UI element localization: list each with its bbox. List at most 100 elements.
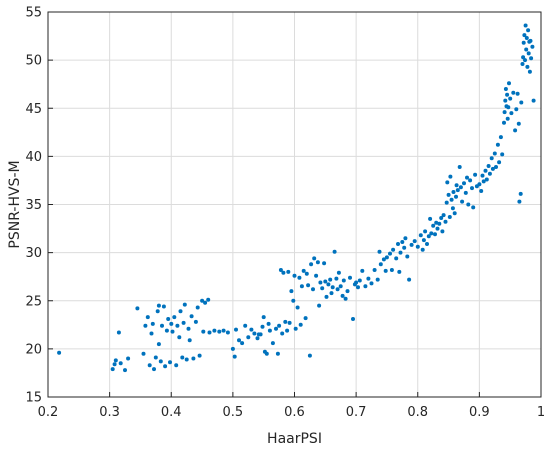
data-point: [180, 355, 185, 360]
data-point: [170, 329, 175, 334]
y-tick-label: 55: [25, 6, 42, 21]
data-point: [522, 33, 527, 38]
data-point: [531, 98, 536, 103]
data-point: [299, 284, 304, 289]
data-point: [381, 257, 386, 262]
data-point: [521, 40, 526, 45]
data-point: [494, 165, 498, 169]
data-point: [163, 364, 168, 369]
data-point: [454, 183, 459, 188]
data-point: [470, 186, 474, 191]
data-point: [509, 111, 514, 116]
data-point: [528, 38, 533, 43]
data-point: [487, 171, 492, 176]
data-point: [497, 160, 502, 165]
data-point: [286, 269, 291, 274]
y-tick-label: 20: [25, 342, 42, 357]
data-point: [311, 287, 315, 292]
data-point: [463, 190, 468, 195]
data-point: [203, 300, 208, 305]
data-point: [348, 275, 352, 280]
data-point: [57, 350, 62, 355]
data-point: [520, 62, 525, 66]
data-point: [421, 238, 426, 243]
data-point: [304, 271, 309, 276]
data-point: [225, 330, 230, 335]
data-point: [335, 287, 340, 292]
data-point: [405, 254, 410, 259]
data-point: [336, 270, 341, 275]
data-point: [498, 135, 503, 140]
data-point: [418, 233, 423, 238]
data-point: [260, 324, 265, 329]
data-point: [473, 172, 478, 177]
data-point: [521, 55, 526, 60]
data-point: [177, 335, 182, 340]
y-tick-labels: 15 20 25 30 35 40 45 50 55: [25, 6, 53, 406]
data-point: [441, 213, 446, 218]
data-point: [433, 232, 437, 237]
y-tick-label: 35: [25, 198, 42, 213]
data-point: [309, 262, 314, 267]
y-tick-label: 50: [25, 54, 42, 69]
data-point: [508, 96, 513, 101]
data-point: [326, 282, 331, 287]
data-point: [502, 120, 506, 125]
data-point: [384, 255, 389, 260]
data-point: [518, 191, 523, 196]
data-point: [320, 286, 325, 291]
x-tick-labels: 0.2 0.3 0.4 0.5 0.6 0.7 0.8 0.9 1: [38, 392, 545, 420]
data-point: [221, 328, 226, 333]
data-point: [400, 240, 405, 244]
data-point: [402, 245, 407, 250]
data-point: [155, 309, 160, 314]
data-point: [297, 275, 302, 280]
data-point: [240, 341, 245, 346]
data-point: [187, 338, 192, 343]
data-point: [526, 28, 531, 33]
data-point: [440, 229, 445, 234]
data-point: [289, 289, 294, 294]
data-point: [182, 302, 187, 307]
data-point: [480, 173, 485, 178]
data-point: [446, 192, 451, 197]
data-point: [505, 116, 510, 121]
data-point: [378, 262, 383, 267]
data-point: [174, 363, 179, 368]
data-point: [328, 277, 333, 282]
data-point: [426, 234, 431, 239]
data-point: [315, 260, 320, 265]
data-point: [462, 181, 466, 186]
x-tick-label: 0.7: [346, 405, 367, 420]
data-point: [126, 356, 131, 361]
data-point: [246, 335, 251, 340]
data-point: [169, 321, 174, 326]
x-axis-label: HaarPSI: [267, 431, 322, 447]
data-point: [523, 23, 528, 28]
data-point: [375, 277, 380, 282]
data-point: [477, 182, 482, 187]
data-point: [479, 189, 484, 193]
x-tick-label: 0.4: [161, 405, 182, 420]
data-point: [363, 284, 368, 289]
data-point: [372, 268, 377, 272]
y-tick-label: 30: [25, 246, 42, 261]
data-point: [318, 280, 323, 285]
data-point: [527, 69, 532, 74]
data-point: [511, 90, 516, 95]
data-point: [301, 268, 306, 273]
data-point: [407, 277, 412, 282]
data-point: [141, 351, 146, 356]
data-point: [306, 283, 311, 288]
data-point: [490, 166, 495, 171]
data-point: [503, 98, 508, 103]
data-point: [312, 256, 317, 261]
data-point: [329, 291, 334, 296]
data-point: [237, 338, 241, 343]
data-point: [116, 330, 121, 335]
data-point: [164, 328, 169, 333]
data-point: [397, 269, 402, 274]
data-point: [197, 353, 202, 358]
data-point: [356, 285, 360, 290]
